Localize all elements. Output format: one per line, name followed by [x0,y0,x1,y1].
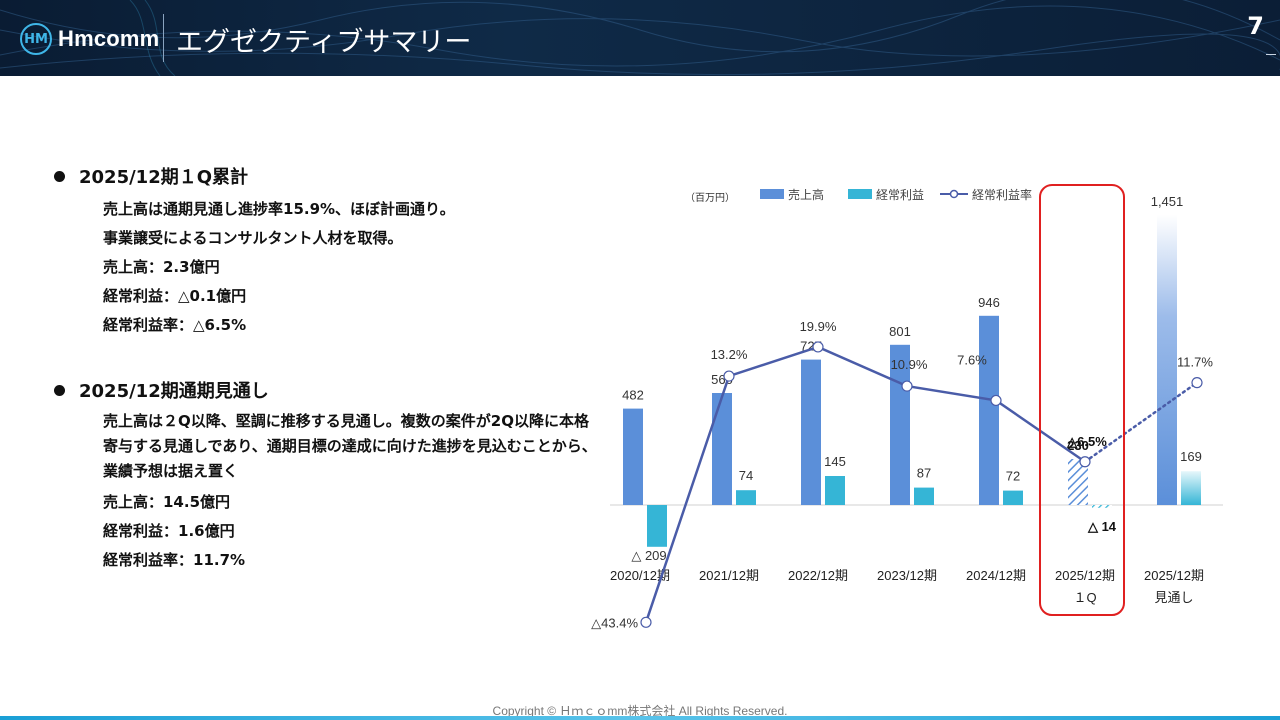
bar-sales [979,315,999,505]
summary-paragraph: 売上高は２Q以降、堅調に推移する見通し。複数の案件が2Q以降に本格寄与する見通し… [103,412,597,480]
data-label-profit: △ 209 [631,548,666,563]
x-tick-label: 見通し [1154,590,1193,605]
footer-copyright: Copyright © Ｈｍｃｏmm株式会社 All Rights Reserv… [492,704,788,718]
section-heading: 2025/12期通期見通し [54,377,603,403]
bar-profit [647,505,667,547]
summary-line: 経常利益：1.6億円 [103,522,235,540]
x-tick-label: １Q [1073,590,1096,605]
legend-label-ratio: 経常利益率 [972,187,1032,202]
bullet-icon [54,170,65,182]
summary-line: 売上高は通期見通し進捗率15.9%、ほぼ計画通り。 [103,200,455,218]
footer-bar [0,716,1280,720]
x-tick-label: 2021/12期 [699,568,759,583]
summary-line: 経常利益：△0.1億円 [103,287,247,305]
data-label-ratio: 13.2% [711,347,748,362]
x-tick-label: 2024/12期 [966,568,1026,583]
data-label-sales: 1,451 [1151,194,1184,209]
highlight-box-q1 [1039,184,1125,616]
data-label-sales: 801 [889,324,911,339]
bar-profit [1003,490,1023,505]
summary-section-q1: 2025/12期１Q累計 売上高は通期見通し進捗率15.9%、ほぼ計画通り。 事… [54,163,455,340]
data-label-ratio: 19.9% [800,319,837,334]
point-ratio [1191,377,1203,389]
summary-line: 経常利益率：11.7% [103,551,246,569]
bar-sales [712,393,732,505]
x-tick-label: 2023/12期 [877,568,937,583]
section-heading: 2025/12期１Q累計 [54,163,455,189]
data-label-sales: 230 [1067,438,1089,453]
x-tick-label: 2020/12期 [610,568,670,583]
data-label-profit: 145 [824,454,846,469]
section-body: 売上高は通期見通し進捗率15.9%、ほぼ計画通り。 事業譲受によるコンサルタント… [103,195,455,340]
page-number-underline [1266,54,1276,55]
summary-line: 経常利益率：△6.5% [103,316,247,334]
section-heading-text: 2025/12期１Q累計 [79,167,249,188]
summary-line: 事業譲受によるコンサルタント人材を取得。 [103,229,403,247]
data-label-profit: 87 [917,466,931,481]
legend-marker-ratio [949,189,959,199]
x-tick-label: 2025/12期 [1144,568,1204,583]
x-tick-label: 2025/12期 [1055,568,1115,583]
series-line-ratio-forecast [1083,381,1199,464]
point-ratio [1079,456,1091,468]
point-ratio [723,370,735,382]
point-ratio [640,616,652,628]
performance-chart: （百万円） 売上高 経常利益 経常利益率 482 △ 209 2020/12期 560 74 20… [570,180,1270,630]
data-label-sales: 482 [622,388,644,403]
header-banner: HM Hmcomm エグゼクティブサマリー 7 [0,0,1280,76]
bar-profit [1181,471,1201,505]
data-label-ratio: 11.7% [1177,355,1213,370]
page-number: 7 [1247,12,1264,40]
section-heading-text: 2025/12期通期見通し [79,381,269,402]
summary-line: 売上高：14.5億円 [103,493,231,511]
bullet-icon [54,384,65,396]
data-label-ratio: 7.6% [957,352,987,367]
data-label-ratio: 10.9% [891,357,928,372]
data-label-ratio: △6.5% [1066,434,1107,449]
bar-profit [914,487,934,505]
data-label-profit: 169 [1180,449,1202,464]
bar-sales [801,359,821,505]
data-label-sales: 946 [978,295,1000,310]
summary-section-forecast: 2025/12期通期見通し 売上高は２Q以降、堅調に推移する見通し。複数の案件が… [54,377,603,575]
data-label-ratio: △43.4% [591,615,638,630]
legend-label-profit: 経常利益 [876,188,924,202]
point-ratio [990,394,1002,407]
point-ratio [812,341,824,353]
x-tick-label: 2022/12期 [788,568,848,583]
header-divider [163,14,164,62]
legend-swatch-sales [760,189,784,199]
bar-sales [1068,459,1088,505]
point-ratio [901,380,913,392]
bar-profit [736,490,756,505]
logo-mark-icon: HM [20,23,52,55]
page-title: エグゼクティブサマリー [176,27,472,58]
series-line-ratio [644,345,1086,623]
company-logo: HM Hmcomm [20,22,159,56]
section-body: 売上高は２Q以降、堅調に推移する見通し。複数の案件が2Q以降に本格寄与する見通し… [103,409,603,575]
legend-swatch-profit [848,189,872,199]
logo-text: Hmcomm [58,26,160,51]
header-decoration [0,0,1280,76]
data-label-profit: 74 [739,468,753,483]
legend-label-sales: 売上高 [788,187,824,202]
summary-line: 売上高：2.3億円 [103,258,220,276]
bar-profit [1092,505,1112,508]
bar-profit [825,476,845,505]
data-label-profit: △ 14 [1087,519,1117,534]
data-label-profit: 72 [1006,469,1020,484]
bar-sales [1157,214,1177,506]
bar-sales [623,408,643,505]
chart-unit-label: （百万円） [685,192,735,204]
